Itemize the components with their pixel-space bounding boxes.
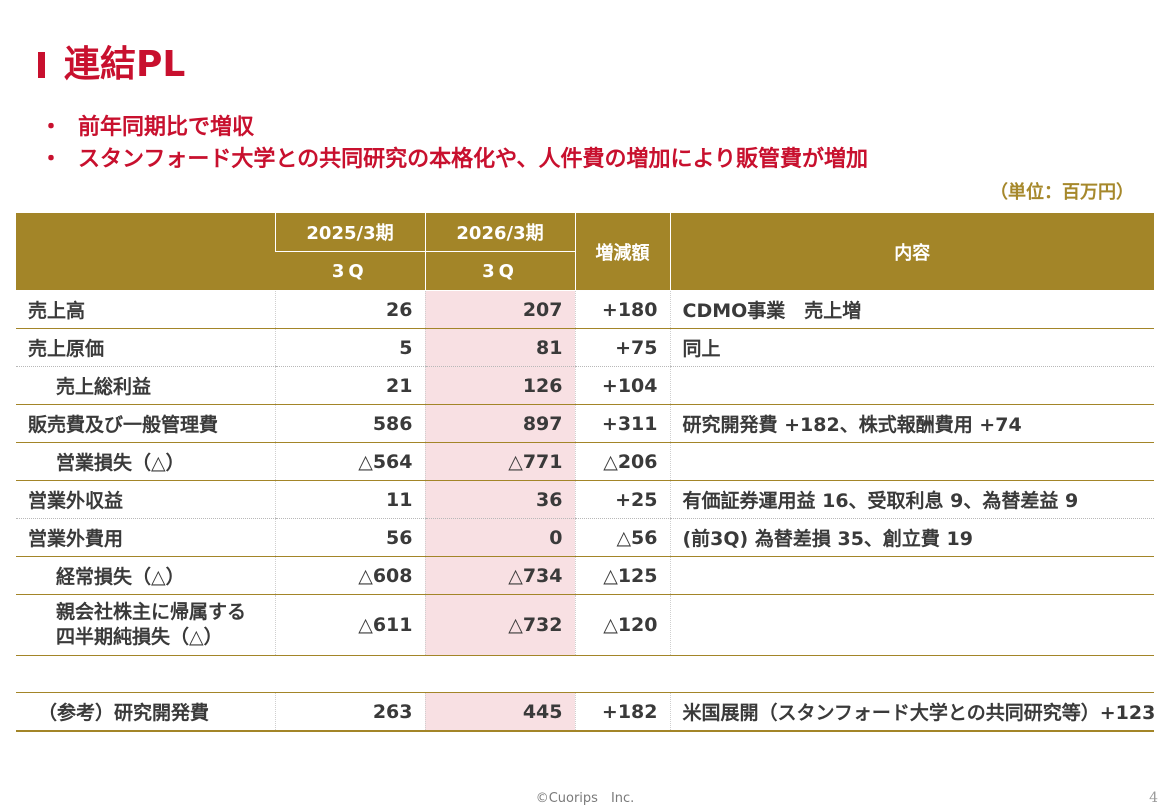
curr-value: 207 xyxy=(424,290,575,329)
bullet-text: 前年同期比で増収 xyxy=(78,115,255,140)
change-value: +180 xyxy=(574,290,670,329)
reference-row: （参考）研究開発費 263 445 +182 米国展開（スタンフォード大学との共… xyxy=(16,692,1155,732)
consolidated-pl-table: 2025/3期 2026/3期 増減額 内容 3Q 3Q 売上高 26 207 … xyxy=(16,213,1155,732)
curr-value: 0 xyxy=(424,518,575,557)
prev-value: △608 xyxy=(274,556,425,595)
row-label-line: 親会社株主に帰属する xyxy=(56,601,247,623)
row-note: CDMO事業 売上増 xyxy=(669,290,1154,329)
prev-value: 586 xyxy=(274,404,425,443)
summary-bullets: ・前年同期比で増収 ・スタンフォード大学との共同研究の本格化や、人件費の増加によ… xyxy=(40,112,868,176)
row-note: (前3Q) 為替差損 35、創立費 19 xyxy=(669,518,1154,557)
curr-value: △732 xyxy=(424,594,575,656)
bullet-item: ・スタンフォード大学との共同研究の本格化や、人件費の増加により販管費が増加 xyxy=(40,144,868,176)
row-note: 研究開発費 +182、株式報酬費用 +74 xyxy=(669,404,1154,443)
bullet-item: ・前年同期比で増収 xyxy=(40,112,868,144)
change-value: +182 xyxy=(574,692,670,732)
item-header xyxy=(16,213,275,291)
prev-value: 21 xyxy=(274,366,425,405)
row-label: 親会社株主に帰属する 四半期純損失（△） xyxy=(16,594,275,656)
page-number: 4 xyxy=(1149,790,1158,806)
row-note xyxy=(669,442,1154,481)
change-value: △125 xyxy=(574,556,670,595)
copyright-footer: ©Cuorips Inc. xyxy=(535,791,635,806)
table-row: 売上高 26 207 +180 CDMO事業 売上増 xyxy=(16,290,1154,329)
curr-value: △734 xyxy=(424,556,575,595)
row-label: 営業外費用 xyxy=(16,518,275,557)
row-label: （参考）研究開発費 xyxy=(16,692,275,732)
curr-quarter-header: 3Q xyxy=(424,251,575,291)
curr-period-header: 2026/3期 xyxy=(424,213,575,252)
curr-value: 81 xyxy=(424,328,575,367)
change-value: △206 xyxy=(574,442,670,481)
change-header: 増減額 xyxy=(574,213,670,291)
title-accent-bar xyxy=(38,52,45,78)
row-label: 営業損失（△） xyxy=(16,442,275,481)
page-title: 連結PL xyxy=(64,44,186,85)
table-spacer xyxy=(16,656,1154,693)
row-note xyxy=(669,594,1154,656)
table-row: 営業外収益 11 36 +25 有価証券運用益 16、受取利息 9、為替差益 9 xyxy=(16,480,1154,519)
change-value: +25 xyxy=(574,480,670,519)
table-row: 営業損失（△） △564 △771 △206 xyxy=(16,442,1154,481)
row-note: 米国展開（スタンフォード大学との共同研究等）+123 xyxy=(669,692,1155,732)
prev-value: △564 xyxy=(274,442,425,481)
prev-value: 5 xyxy=(274,328,425,367)
bullet-text: スタンフォード大学との共同研究の本格化や、人件費の増加により販管費が増加 xyxy=(78,147,869,172)
change-value: +104 xyxy=(574,366,670,405)
row-label: 売上高 xyxy=(16,290,275,329)
curr-value: △771 xyxy=(424,442,575,481)
row-label: 売上総利益 xyxy=(16,366,275,405)
prev-period-header: 2025/3期 xyxy=(274,213,425,252)
change-value: +75 xyxy=(574,328,670,367)
table-row: 経常損失（△） △608 △734 △125 xyxy=(16,556,1154,595)
content-header: 内容 xyxy=(669,213,1154,291)
curr-value: 36 xyxy=(424,480,575,519)
prev-value: △611 xyxy=(274,594,425,656)
change-value: △56 xyxy=(574,518,670,557)
curr-value: 445 xyxy=(424,692,575,732)
row-note: 同上 xyxy=(669,328,1154,367)
change-value: △120 xyxy=(574,594,670,656)
row-label: 売上原価 xyxy=(16,328,275,367)
row-label: 営業外収益 xyxy=(16,480,275,519)
change-value: +311 xyxy=(574,404,670,443)
prev-value: 263 xyxy=(274,692,425,732)
unit-label: （単位：百万円） xyxy=(990,182,1134,203)
bullet-dot-icon: ・ xyxy=(40,115,63,140)
row-label: 経常損失（△） xyxy=(16,556,275,595)
table-row: 売上原価 5 81 +75 同上 xyxy=(16,328,1154,367)
curr-value: 897 xyxy=(424,404,575,443)
row-label-line: 四半期純損失（△） xyxy=(56,626,223,648)
row-note xyxy=(669,556,1154,595)
prev-value: 11 xyxy=(274,480,425,519)
table-row: 営業外費用 56 0 △56 (前3Q) 為替差損 35、創立費 19 xyxy=(16,518,1154,557)
prev-quarter-header: 3Q xyxy=(275,251,425,291)
table-row: 売上総利益 21 126 +104 xyxy=(16,366,1154,405)
prev-value: 26 xyxy=(274,290,425,329)
row-note xyxy=(669,366,1154,405)
curr-value: 126 xyxy=(424,366,575,405)
prev-value: 56 xyxy=(274,518,425,557)
table-row: 販売費及び一般管理費 586 897 +311 研究開発費 +182、株式報酬費… xyxy=(16,404,1154,443)
row-note: 有価証券運用益 16、受取利息 9、為替差益 9 xyxy=(669,480,1154,519)
row-label: 販売費及び一般管理費 xyxy=(16,404,275,443)
bullet-dot-icon: ・ xyxy=(40,147,63,172)
table-row: 親会社株主に帰属する 四半期純損失（△） △611 △732 △120 xyxy=(16,594,1154,656)
